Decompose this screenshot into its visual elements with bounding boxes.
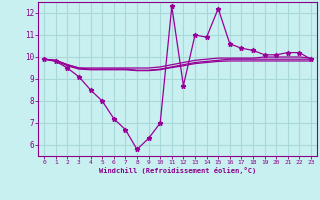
X-axis label: Windchill (Refroidissement éolien,°C): Windchill (Refroidissement éolien,°C) xyxy=(99,167,256,174)
